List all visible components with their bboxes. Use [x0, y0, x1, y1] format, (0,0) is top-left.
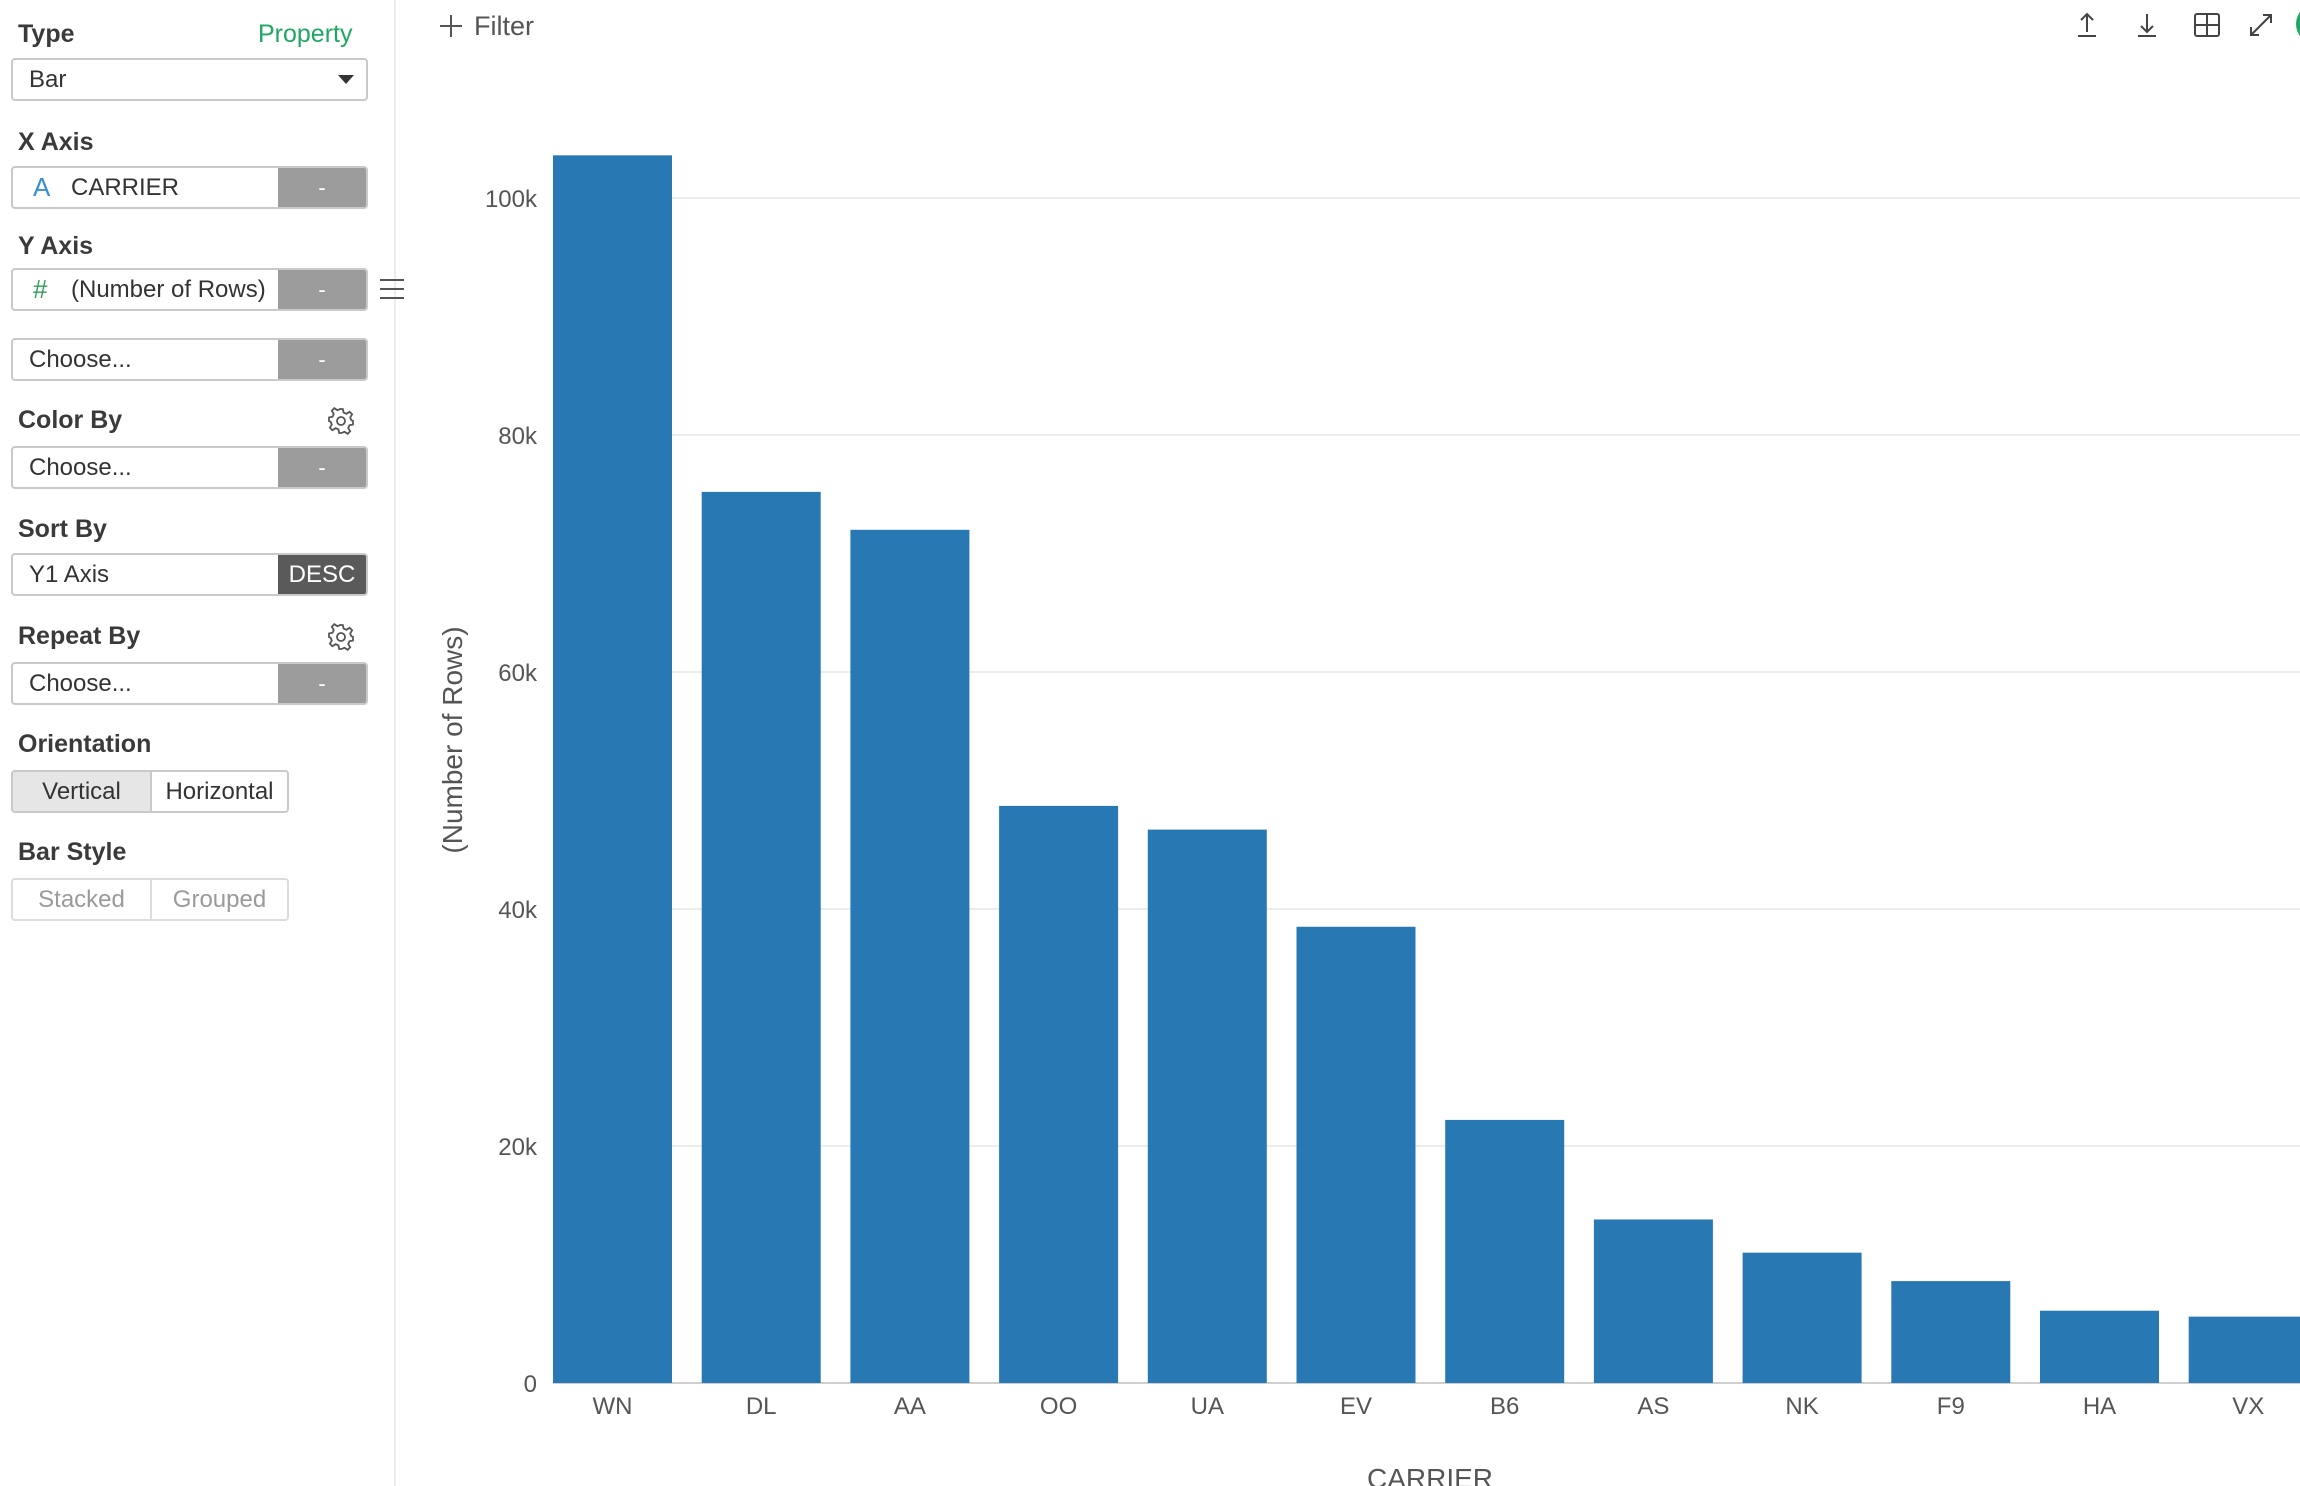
plus-icon: [440, 15, 462, 37]
orientation-vertical-button[interactable]: Vertical: [13, 772, 150, 811]
bar-b6[interactable]: [1445, 1119, 1565, 1383]
status-indicator: [2296, 4, 2300, 44]
bar-vx[interactable]: [2188, 1316, 2300, 1383]
bar-wn[interactable]: [553, 155, 672, 1384]
x-tick-label: F9: [1937, 1393, 1965, 1420]
bar-oo[interactable]: [999, 805, 1119, 1383]
color-by-field[interactable]: Choose... -: [11, 446, 368, 489]
bar-as[interactable]: [1593, 1219, 1713, 1383]
repeat-by-value: Choose...: [29, 670, 132, 697]
number-type-icon: #: [33, 274, 48, 304]
upload-icon[interactable]: [2072, 10, 2102, 40]
orientation-horizontal-button[interactable]: Horizontal: [150, 772, 287, 811]
chart-type-value: Bar: [29, 66, 67, 93]
color-by-remove-button[interactable]: -: [278, 448, 366, 487]
x-tick-label: HA: [2083, 1393, 2116, 1420]
y-tick-label: 80k: [498, 423, 538, 450]
x-tick-label: DL: [746, 1393, 777, 1420]
bar-f9[interactable]: [1891, 1281, 2011, 1383]
x-tick-label: B6: [1490, 1393, 1519, 1420]
color-by-label: Color By: [18, 406, 123, 434]
chart-config-sidebar: Type Property Bar X Axis A CARRIER - Y A…: [0, 0, 404, 1486]
x-tick-label: AA: [894, 1393, 926, 1420]
y-axis-title: (Number of Rows): [437, 626, 468, 853]
y-axis-second-field[interactable]: Choose... -: [11, 338, 368, 381]
orientation-toggle: Vertical Horizontal: [11, 770, 289, 813]
bar-ha[interactable]: [2040, 1310, 2159, 1383]
filter-label: Filter: [474, 10, 534, 41]
y-axis-label: Y Axis: [18, 232, 94, 260]
y-axis-remove-button[interactable]: -: [278, 270, 366, 309]
y-axis-second-value: Choose...: [29, 346, 132, 373]
bar-ua[interactable]: [1147, 829, 1267, 1383]
sort-by-label: Sort By: [18, 515, 107, 543]
x-tick-label: UA: [1191, 1393, 1224, 1420]
y-tick-labels: 0 20k 40k 60k 80k 100k: [485, 186, 538, 1398]
x-tick-label: OO: [1040, 1393, 1077, 1420]
download-icon[interactable]: [2132, 10, 2162, 40]
x-axis-field[interactable]: A CARRIER -: [11, 166, 368, 209]
y-axis-field[interactable]: # (Number of Rows) -: [11, 268, 368, 311]
bar-ev[interactable]: [1296, 926, 1416, 1383]
sort-order-button[interactable]: DESC: [278, 555, 366, 594]
y-axis-second-remove-button[interactable]: -: [278, 340, 366, 379]
menu-icon[interactable]: [379, 277, 405, 301]
x-tick-label: EV: [1340, 1393, 1372, 1420]
x-tick-label: AS: [1637, 1393, 1669, 1420]
grid-icon[interactable]: [2192, 10, 2222, 40]
y-tick-label: 60k: [498, 660, 538, 687]
x-tick-label: WN: [593, 1393, 633, 1420]
x-axis-title: CARRIER: [1367, 1463, 1493, 1486]
color-by-gear-icon[interactable]: [326, 406, 356, 436]
x-axis-label: X Axis: [18, 128, 94, 156]
sort-by-field[interactable]: Y1 Axis DESC: [11, 553, 368, 596]
color-by-value: Choose...: [29, 454, 132, 481]
bar-style-toggle: Stacked Grouped: [11, 878, 289, 921]
orientation-label: Orientation: [18, 730, 152, 758]
add-filter-button[interactable]: Filter: [438, 8, 534, 44]
expand-icon[interactable]: [2246, 10, 2276, 40]
y-tick-label: 40k: [498, 897, 538, 924]
x-tick-label: NK: [1785, 1393, 1818, 1420]
string-type-icon: A: [33, 172, 51, 202]
repeat-by-remove-button[interactable]: -: [278, 664, 366, 703]
x-tick-labels: WN DL AA OO UA EV B6 AS NK F9 HA VX: [593, 1393, 2265, 1420]
sort-by-value: Y1 Axis: [29, 561, 110, 588]
repeat-by-label: Repeat By: [18, 622, 141, 650]
repeat-by-gear-icon[interactable]: [326, 622, 356, 652]
bar-style-stacked-button[interactable]: Stacked: [13, 880, 150, 919]
type-label: Type: [18, 20, 75, 48]
bar-aa[interactable]: [850, 529, 970, 1383]
y-tick-label: 100k: [485, 186, 538, 213]
x-tick-label: VX: [2232, 1393, 2264, 1420]
chevron-down-icon: [338, 75, 354, 84]
property-link[interactable]: Property: [258, 20, 353, 48]
bar-nk[interactable]: [1742, 1252, 1862, 1383]
x-axis-value: CARRIER: [71, 174, 180, 201]
x-axis-remove-button[interactable]: -: [278, 168, 366, 207]
y-axis-value: (Number of Rows): [71, 276, 266, 303]
chart-type-select[interactable]: Bar: [11, 58, 368, 101]
bar-style-label: Bar Style: [18, 838, 127, 866]
bar-dl[interactable]: [701, 491, 821, 1383]
bars: [553, 155, 2300, 1384]
repeat-by-field[interactable]: Choose... -: [11, 662, 368, 705]
bar-style-grouped-button[interactable]: Grouped: [150, 880, 287, 919]
y-tick-label: 0: [524, 1371, 537, 1398]
y-tick-label: 20k: [498, 1134, 538, 1161]
